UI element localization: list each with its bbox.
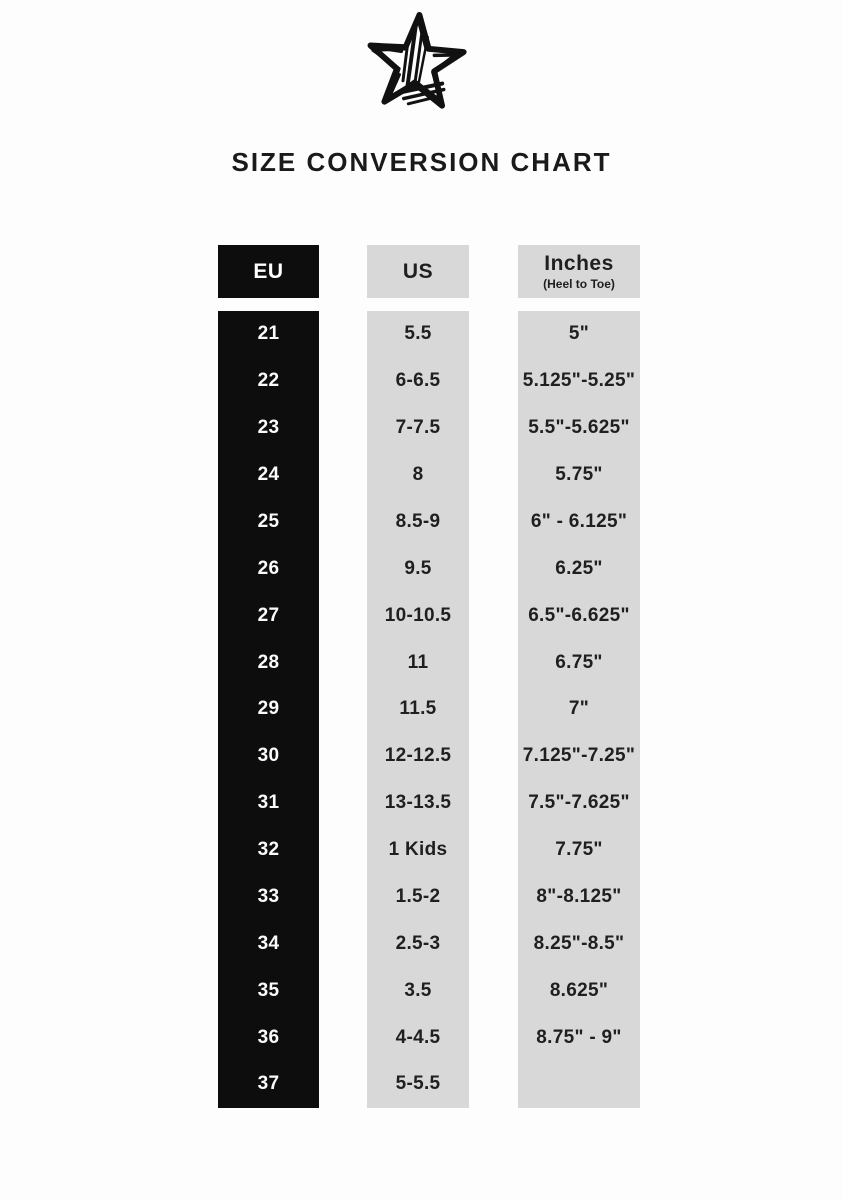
us-column-header: US xyxy=(367,245,469,298)
table-cell-us: 4-4.5 xyxy=(395,1026,441,1048)
us-column-body: 5.5 6-6.5 7-7.5 8 8.5-9 9.5 10-10.5 11 11.5 12-12… xyxy=(367,311,469,1108)
table-cell-inches: 6.5"-6.625" xyxy=(528,604,630,626)
table-cell-us: 5-5.5 xyxy=(395,1073,441,1095)
table-cell-inches: 6.75" xyxy=(555,651,603,673)
table-cell-us: 1.5-2 xyxy=(395,885,441,907)
inches-header-sublabel: (Heel to Toe) xyxy=(543,277,615,291)
table-cell-us: 5.5 xyxy=(404,323,432,345)
table-cell-inches: 8.75" - 9" xyxy=(536,1026,622,1048)
table-cell-inches xyxy=(518,1061,640,1108)
table-cell-us: 7-7.5 xyxy=(395,417,441,439)
inches-header-label: Inches xyxy=(544,252,614,275)
table-cell-us: 2.5-3 xyxy=(395,932,441,954)
table-cell-eu: 35 xyxy=(257,979,280,1001)
table-cell-inches: 6" - 6.125" xyxy=(530,510,628,532)
table-cell-us: 9.5 xyxy=(404,557,432,579)
eu-column-body: 21 22 23 24 25 26 27 28 29 30 31 32 33 34 35 36 37 xyxy=(218,311,319,1108)
table-cell-inches: 7.125"-7.25" xyxy=(522,745,636,767)
table-cell-us: 3.5 xyxy=(404,979,432,1001)
table-cell-us: 13-13.5 xyxy=(384,792,452,814)
inches-column-header: Inches (Heel to Toe) xyxy=(518,245,640,298)
eu-header-label: EU xyxy=(253,259,284,283)
table-cell-inches: 8.625" xyxy=(549,979,609,1001)
table-cell-eu: 23 xyxy=(257,417,280,439)
table-cell-eu: 29 xyxy=(257,698,280,720)
table-cell-inches: 7.75" xyxy=(555,839,603,861)
table-cell-eu: 27 xyxy=(257,604,280,626)
table-cell-inches: 5.5"-5.625" xyxy=(528,417,630,439)
table-cell-eu: 21 xyxy=(257,323,280,345)
table-cell-eu: 36 xyxy=(257,1026,280,1048)
table-cell-us: 11.5 xyxy=(399,698,437,720)
table-cell-inches: 5.125"-5.25" xyxy=(522,370,636,392)
table-cell-us: 8.5-9 xyxy=(395,510,441,532)
table-cell-inches: 7" xyxy=(568,698,590,720)
page-title: SIZE CONVERSION CHART xyxy=(231,147,612,177)
table-cell-inches: 5" xyxy=(568,323,590,345)
table-cell-eu: 28 xyxy=(257,651,280,673)
table-cell-us: 1 Kids xyxy=(388,839,448,861)
inches-column: Inches (Heel to Toe) 5" 5.125"-5.25" 5.5"-… xyxy=(518,245,640,1108)
table-cell-eu: 34 xyxy=(257,932,280,954)
table-cell-us: 10-10.5 xyxy=(384,604,452,626)
table-cell-eu: 24 xyxy=(257,464,280,486)
star-logo-icon xyxy=(357,6,475,116)
table-cell-eu: 32 xyxy=(257,839,280,861)
us-header-label: US xyxy=(402,259,434,283)
eu-column: EU 21 22 23 24 25 26 27 28 29 30 31 32 33 34 35 36 37 xyxy=(218,245,319,1108)
table-cell-eu: 22 xyxy=(257,370,280,392)
table-cell-us: 6-6.5 xyxy=(395,370,441,392)
table-cell-us: 8 xyxy=(412,464,424,486)
table-cell-inches: 7.5"-7.625" xyxy=(528,792,630,814)
table-cell-inches: 8.25"-8.5" xyxy=(533,932,625,954)
table-cell-eu: 26 xyxy=(257,557,280,579)
us-column: US 5.5 6-6.5 7-7.5 8 8.5-9 9.5 10-10.5 11 11.5 12… xyxy=(367,245,469,1108)
table-cell-us: 12-12.5 xyxy=(384,745,452,767)
table-cell-inches: 6.25" xyxy=(555,557,603,579)
table-cell-us: 11 xyxy=(407,651,429,673)
table-cell-eu: 33 xyxy=(257,885,280,907)
table-cell-eu: 25 xyxy=(257,510,280,532)
table-cell-eu: 37 xyxy=(257,1073,280,1095)
table-cell-eu: 31 xyxy=(257,792,280,814)
inches-column-body: 5" 5.125"-5.25" 5.5"-5.625" 5.75" 6" - 6.125… xyxy=(518,311,640,1108)
table-cell-inches: 8"-8.125" xyxy=(536,885,622,907)
eu-column-header: EU xyxy=(218,245,319,298)
table-cell-inches: 5.75" xyxy=(555,464,603,486)
table-cell-eu: 30 xyxy=(257,745,280,767)
